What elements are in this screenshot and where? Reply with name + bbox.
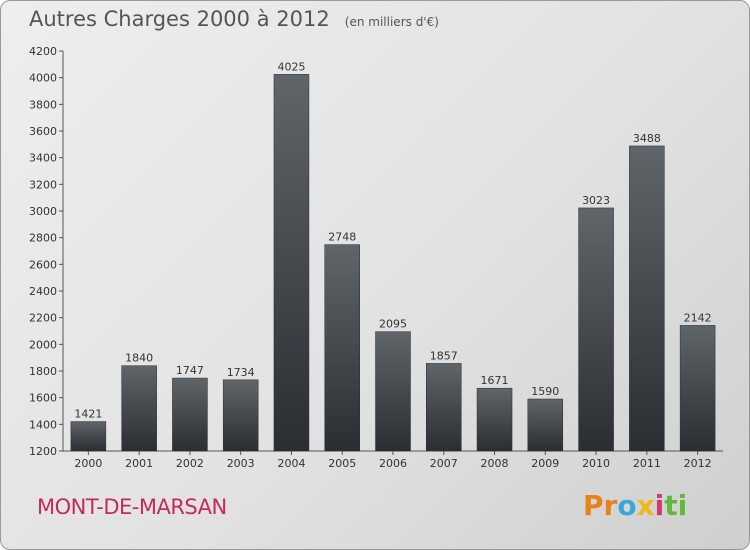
x-tick-label-2001: 2001 bbox=[125, 457, 153, 470]
y-tick-label: 3800 bbox=[29, 98, 57, 111]
data-label-2008: 1671 bbox=[481, 374, 509, 387]
x-tick-label-2007: 2007 bbox=[430, 457, 458, 470]
bar-2000 bbox=[70, 421, 107, 452]
x-tick-label-2011: 2011 bbox=[633, 457, 661, 470]
y-tick-label: 4000 bbox=[29, 72, 57, 85]
chart-title: Autres Charges 2000 à 2012 (en milliers … bbox=[29, 7, 439, 31]
x-tick-label-2010: 2010 bbox=[582, 457, 610, 470]
bar-2001 bbox=[121, 365, 157, 452]
x-tick-label-2002: 2002 bbox=[176, 457, 204, 470]
y-tick-label: 3600 bbox=[29, 125, 57, 138]
bar-2012 bbox=[679, 325, 716, 452]
bar-2010 bbox=[578, 207, 614, 452]
proxiti-logo: Proxiti bbox=[583, 489, 688, 522]
x-tick-label-2008: 2008 bbox=[481, 457, 509, 470]
y-tick-label: 1200 bbox=[29, 445, 57, 458]
data-label-2004: 4025 bbox=[277, 60, 305, 73]
y-tick-label: 2400 bbox=[29, 285, 57, 298]
x-tick-label-2003: 2003 bbox=[227, 457, 255, 470]
y-tick-label: 1600 bbox=[29, 392, 57, 405]
data-label-2012: 2142 bbox=[684, 311, 712, 324]
data-label-2007: 1857 bbox=[430, 349, 458, 362]
bar-2002 bbox=[172, 377, 208, 452]
chart-subtitle: (en milliers d'€) bbox=[344, 15, 439, 29]
data-label-2000: 1421 bbox=[74, 408, 102, 421]
bar-2007 bbox=[426, 363, 462, 452]
y-tick-label: 3200 bbox=[29, 178, 57, 191]
y-tick-label: 4200 bbox=[29, 45, 57, 58]
x-tick-label-2012: 2012 bbox=[684, 457, 712, 470]
bar-2005 bbox=[324, 244, 360, 452]
y-tick-label: 2000 bbox=[29, 338, 57, 351]
y-tick-label: 2800 bbox=[29, 232, 57, 245]
x-tick-label-2009: 2009 bbox=[531, 457, 559, 470]
location-label: MONT-DE-MARSAN bbox=[37, 495, 227, 519]
bar-2009 bbox=[527, 398, 564, 452]
y-tick-label: 2200 bbox=[29, 312, 57, 325]
data-label-2011: 3488 bbox=[633, 132, 661, 145]
x-tick-label-2005: 2005 bbox=[328, 457, 356, 470]
x-tick-label-2006: 2006 bbox=[379, 457, 407, 470]
y-tick-label: 3400 bbox=[29, 152, 57, 165]
data-label-2002: 1747 bbox=[176, 364, 204, 377]
bar-2011 bbox=[629, 145, 665, 452]
data-label-2010: 3023 bbox=[582, 194, 610, 207]
bar-2004 bbox=[273, 74, 310, 452]
y-tick-label: 1800 bbox=[29, 365, 57, 378]
y-tick-label: 2600 bbox=[29, 258, 57, 271]
y-tick-label: 3000 bbox=[29, 205, 57, 218]
data-label-2009: 1590 bbox=[531, 385, 559, 398]
bar-2006 bbox=[375, 331, 411, 452]
data-label-2005: 2748 bbox=[328, 231, 356, 244]
bar-2003 bbox=[222, 379, 259, 452]
chart-title-main: Autres Charges 2000 à 2012 bbox=[29, 7, 330, 31]
x-tick-label-2004: 2004 bbox=[277, 457, 305, 470]
x-tick-label-2000: 2000 bbox=[74, 457, 102, 470]
data-label-2003: 1734 bbox=[227, 366, 255, 379]
y-tick-label: 1400 bbox=[29, 418, 57, 431]
data-label-2001: 1840 bbox=[125, 352, 153, 365]
data-label-2006: 2095 bbox=[379, 318, 407, 331]
bar-2008 bbox=[476, 387, 513, 452]
